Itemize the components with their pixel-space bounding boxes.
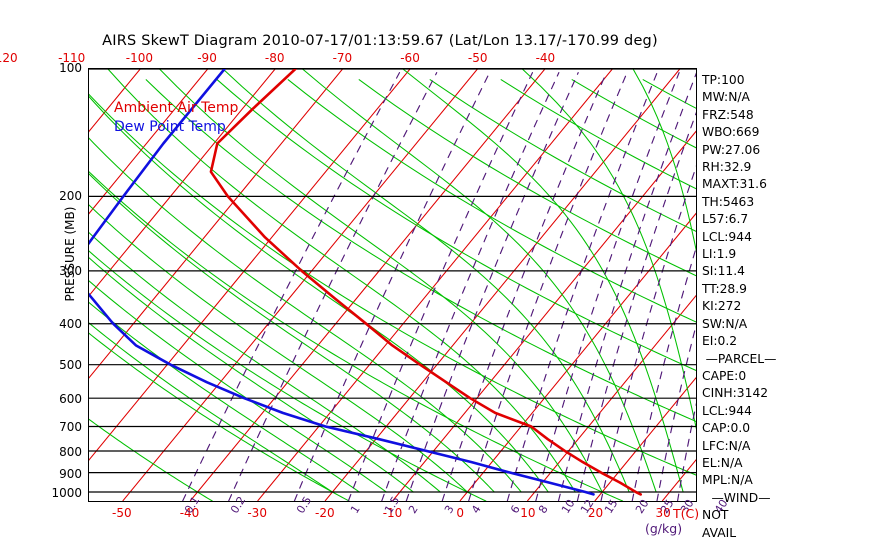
bottom-temp-tick: 20 (587, 506, 604, 520)
mixing-ratio-axis-label: (g/kg) (645, 521, 683, 536)
bottom-temp-tick: 30 (655, 506, 671, 520)
stats-row: EI:0.2 (702, 334, 738, 349)
stats-row: FRZ:548 (702, 107, 754, 122)
mixing-ratio-lines (182, 72, 696, 501)
pressure-tick: 600 (59, 391, 82, 406)
stats-row: EL:N/A (702, 455, 743, 470)
stats-row: CAPE:0 (702, 368, 747, 383)
top-temp-tick: -90 (197, 51, 217, 65)
temperature-axis-label: T(C) (673, 506, 700, 521)
top-temp-tick: -50 (467, 51, 488, 65)
mixing-ratio-tick: 1 (348, 503, 363, 516)
stats-row: LCL:944 (702, 403, 752, 418)
moist-adiabat-lines (89, 69, 696, 493)
mixing-ratio-tick: 4 (468, 503, 484, 516)
top-temp-tick: -60 (400, 51, 420, 65)
stats-row: LFC:N/A (702, 438, 751, 453)
stats-row: RH:32.9 (702, 160, 752, 175)
top-temp-tick: -110 (58, 51, 86, 65)
pressure-tick: 700 (59, 420, 82, 435)
top-temp-tick: -100 (125, 51, 153, 65)
isobar-lines (89, 69, 696, 493)
stats-row: MPL:N/A (702, 473, 753, 488)
sounding-curves (89, 69, 643, 496)
pressure-tick: 200 (59, 188, 82, 203)
page-title: AIRS SkewT Diagram 2010-07-17/01:13:59.6… (102, 33, 658, 49)
stats-row: PW:27.06 (702, 142, 761, 157)
stats-row: KI:272 (702, 299, 742, 314)
bottom-temp-tick: -10 (382, 506, 403, 520)
mixing-ratio-tick: 3 (442, 503, 458, 516)
pressure-tick: 300 (59, 263, 82, 278)
stats-row: TH:5463 (702, 194, 755, 209)
pressure-tick: 1000 (51, 485, 82, 500)
skewt-grid-svg (89, 69, 696, 501)
pressure-axis-label: PRESSURE (MB) (63, 206, 77, 302)
stats-row: AVAIL (702, 525, 737, 540)
stats-row: LCL:944 (702, 229, 752, 244)
stats-row: TT:28.9 (702, 281, 747, 296)
legend-dew-point-temp: Dew Point Temp (114, 119, 226, 135)
pressure-tick: 100 (59, 61, 82, 75)
dry-adiabat-lines (89, 79, 696, 501)
mixing-ratio-tick: 6 (507, 503, 523, 516)
top-temp-tick: -70 (332, 51, 353, 65)
pressure-tick: 800 (59, 444, 82, 459)
legend-ambient-air-temp: Ambient Air Temp (114, 100, 239, 116)
pressure-tick: 400 (59, 316, 82, 331)
bottom-temp-tick: -30 (247, 506, 267, 520)
top-temp-tick: -120 (0, 51, 18, 65)
stats-row: SI:11.4 (702, 264, 745, 279)
stats-row: CAP:0.0 (702, 421, 751, 436)
skewt-plot-area (88, 68, 697, 502)
bottom-temp-tick: 10 (520, 506, 536, 520)
pressure-tick: 500 (59, 358, 82, 373)
mixing-ratio-tick: 8 (536, 503, 551, 516)
pressure-tick: 900 (59, 466, 82, 481)
stats-row: NOT (702, 508, 729, 523)
stats-panel: TP:100 MW:N/A FRZ:548 WBO:669 PW:27.06 RH:32.… (702, 72, 802, 542)
top-temp-tick: -80 (264, 51, 285, 65)
stats-row: MAXT:31.6 (702, 177, 767, 192)
bottom-temp-tick: -40 (179, 506, 200, 520)
stats-row: LI:1.9 (702, 247, 737, 262)
bottom-temp-tick: 0 (456, 506, 464, 520)
stats-row: WBO:669 (702, 125, 760, 140)
top-temp-tick: -40 (535, 51, 556, 65)
mixing-ratio-tick: 2 (406, 503, 422, 516)
bottom-temp-tick: -50 (112, 506, 132, 520)
stats-section-header: —PARCEL— (705, 351, 777, 366)
bottom-temp-tick: -20 (315, 506, 335, 520)
stats-row: MW:N/A (702, 90, 750, 105)
stats-row: TP:100 (702, 73, 745, 87)
stats-section-header: —WIND— (711, 490, 771, 505)
stats-row: SW:N/A (702, 316, 748, 331)
stats-row: CINH:3142 (702, 386, 769, 401)
stats-row: L57:6.7 (702, 212, 749, 227)
